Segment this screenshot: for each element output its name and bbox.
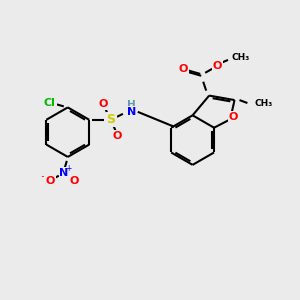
Text: O: O <box>229 112 238 122</box>
Text: O: O <box>179 64 188 74</box>
Text: N: N <box>127 107 136 117</box>
Text: O: O <box>69 176 78 186</box>
Text: −: − <box>40 172 47 181</box>
Text: +: + <box>66 164 72 173</box>
Text: O: O <box>212 61 222 71</box>
Text: H: H <box>128 100 136 110</box>
Text: Cl: Cl <box>44 98 56 108</box>
Text: CH₃: CH₃ <box>232 53 250 62</box>
Text: S: S <box>106 113 116 126</box>
Text: N: N <box>59 168 68 178</box>
Text: O: O <box>98 99 108 109</box>
Text: CH₃: CH₃ <box>254 98 273 107</box>
Text: O: O <box>45 176 55 186</box>
Text: O: O <box>112 130 122 141</box>
